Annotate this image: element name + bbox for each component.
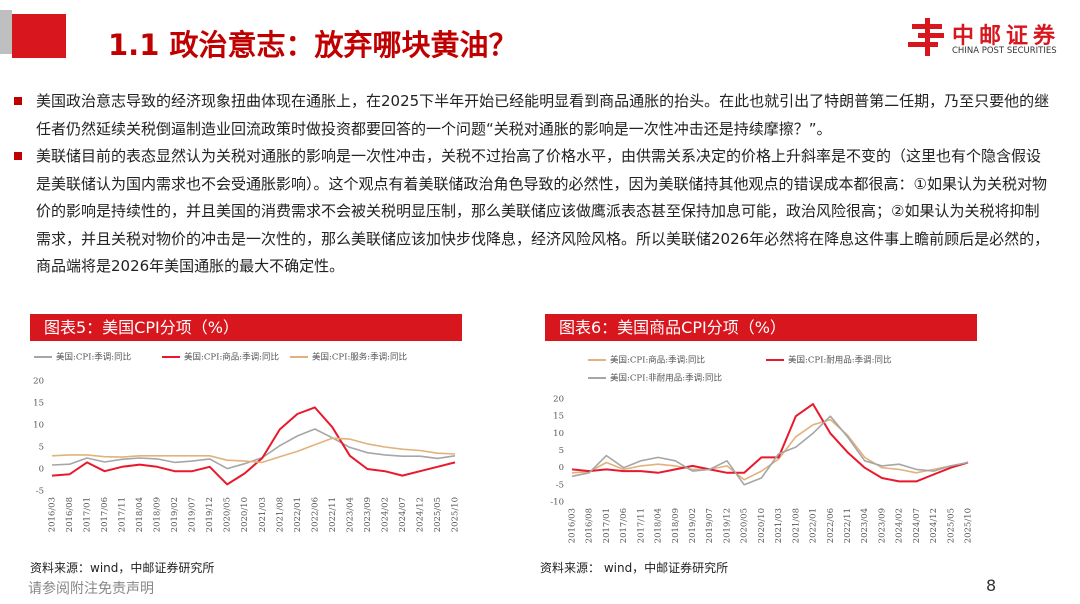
header-gray-block: [0, 10, 12, 54]
bullet: 美国政治意志导致的经济现象扭曲体现在通胀上，在2025下半年开始已经能明显看到商…: [14, 88, 1054, 143]
logo-text: 中邮证券: [952, 24, 1061, 49]
y-tick-label: 5: [559, 446, 564, 456]
header-art: [0, 10, 944, 58]
x-tick-label: 2018/09: [153, 497, 163, 532]
x-tick-label: 2022/06: [310, 497, 320, 532]
x-tick-label: 2023/04: [860, 508, 870, 543]
x-tick-label: 2020/10: [240, 497, 250, 532]
x-tick-label: 2019/02: [170, 497, 180, 532]
disclaimer: 请参阅附注免责声明: [28, 581, 154, 597]
x-tick-label: 2021/08: [275, 497, 285, 532]
y-tick-label: 15: [553, 412, 564, 422]
x-tick-label: 2021/08: [791, 508, 801, 543]
x-tick-label: 2020/10: [757, 508, 767, 543]
x-tick-label: 2024/07: [398, 497, 408, 532]
x-tick-label: 2024/12: [415, 497, 425, 532]
y-tick-label: 0: [39, 465, 44, 475]
x-tick-label: 2023/04: [345, 497, 355, 532]
x-tick-label: 2019/12: [205, 497, 215, 532]
chart-title: 图表5：美国CPI分项（%）: [30, 314, 462, 341]
x-tick-label: 2024/02: [895, 508, 905, 543]
y-tick-label: 20: [553, 395, 564, 405]
chart-source: 资料来源：wind，中邮证券研究所: [30, 561, 215, 575]
x-tick-label: 2024/12: [929, 508, 939, 543]
header-red-block: [12, 14, 66, 58]
x-tick-label: 2022/01: [809, 508, 819, 543]
x-tick-label: 2017/06: [100, 497, 110, 532]
y-tick-label: 10: [33, 421, 44, 431]
x-tick-label: 2025/05: [946, 508, 956, 543]
y-tick-label: -5: [556, 480, 564, 490]
x-tick-label: 2019/12: [722, 508, 732, 543]
y-tick-label: -10: [550, 498, 564, 508]
series-line: [51, 428, 456, 470]
y-tick-label: -5: [36, 487, 44, 497]
x-tick-label: 2023/09: [877, 508, 887, 543]
legend-label: 美国:CPI:服务:季调:同比: [312, 352, 407, 363]
x-tick-label: 2024/02: [380, 497, 390, 532]
x-tick-label: 2025/05: [433, 497, 443, 532]
x-tick-label: 2022/11: [328, 497, 338, 532]
legend-label: 美国:CPI:商品:季调:同比: [184, 352, 279, 363]
chart-title: 图表6：美国商品CPI分项（%）: [545, 314, 977, 341]
logo-subtext: CHINA POST SECURITIES: [952, 46, 1057, 56]
series-line: [51, 406, 456, 486]
y-tick-label: 0: [559, 463, 564, 473]
x-tick-label: 2020/05: [740, 508, 750, 543]
x-tick-label: 2018/09: [671, 508, 681, 543]
x-tick-label: 2025/10: [451, 497, 461, 532]
x-tick-label: 2017/01: [83, 497, 93, 532]
x-tick-label: 2022/06: [826, 508, 836, 543]
y-tick-label: 15: [33, 399, 44, 409]
x-tick-label: 2022/11: [843, 508, 853, 543]
slide-title: 1.1 政治意志：放弃哪块黄油？: [108, 28, 518, 62]
x-tick-label: 2019/07: [705, 508, 715, 543]
x-tick-label: 2016/03: [48, 497, 58, 532]
x-tick-label: 2020/05: [223, 497, 233, 532]
y-tick-label: 10: [553, 429, 564, 439]
bullet: 美联储目前的表态显然认为关税对通胀的影响是一次性冲击，关税不过抬高了价格水平，由…: [14, 143, 1054, 281]
x-tick-label: 2024/07: [912, 508, 922, 543]
x-tick-label: 2016/08: [65, 497, 75, 532]
y-tick-label: 20: [33, 377, 44, 387]
x-tick-label: 2025/10: [964, 508, 974, 543]
x-tick-label: 2021/03: [258, 497, 268, 532]
legend-label: 美国:CPI:非耐用品:季调:同比: [610, 373, 722, 384]
series-line: [571, 403, 969, 483]
legend-label: 美国:CPI:季调:同比: [56, 352, 131, 363]
x-tick-label: 2017/11: [118, 497, 128, 532]
legend-label: 美国:CPI:耐用品:季调:同比: [788, 355, 892, 366]
x-tick-label: 2017/11: [636, 508, 646, 543]
y-tick-label: 5: [39, 443, 44, 453]
x-tick-label: 2017/01: [602, 508, 612, 543]
bullet-list: 美国政治意志导致的经济现象扭曲体现在通胀上，在2025下半年开始已经能明显看到商…: [14, 88, 1054, 281]
series-line: [571, 415, 969, 486]
series-line: [51, 437, 456, 464]
x-tick-label: 2023/09: [363, 497, 373, 532]
page-number: 8: [986, 576, 997, 595]
x-tick-label: 2022/01: [293, 497, 303, 532]
x-tick-label: 2016/08: [585, 508, 595, 543]
x-tick-label: 2021/03: [774, 508, 784, 543]
logo-icon: [908, 18, 944, 56]
x-tick-label: 2016/03: [568, 508, 578, 543]
x-tick-label: 2018/04: [135, 497, 145, 532]
legend-label: 美国:CPI:商品:季调:同比: [610, 355, 705, 366]
x-tick-label: 2019/07: [188, 497, 198, 532]
x-tick-label: 2019/02: [688, 508, 698, 543]
x-tick-label: 2018/04: [654, 508, 664, 543]
chart-source: 资料来源： wind，中邮证券研究所: [540, 561, 729, 575]
x-tick-label: 2017/06: [619, 508, 629, 543]
